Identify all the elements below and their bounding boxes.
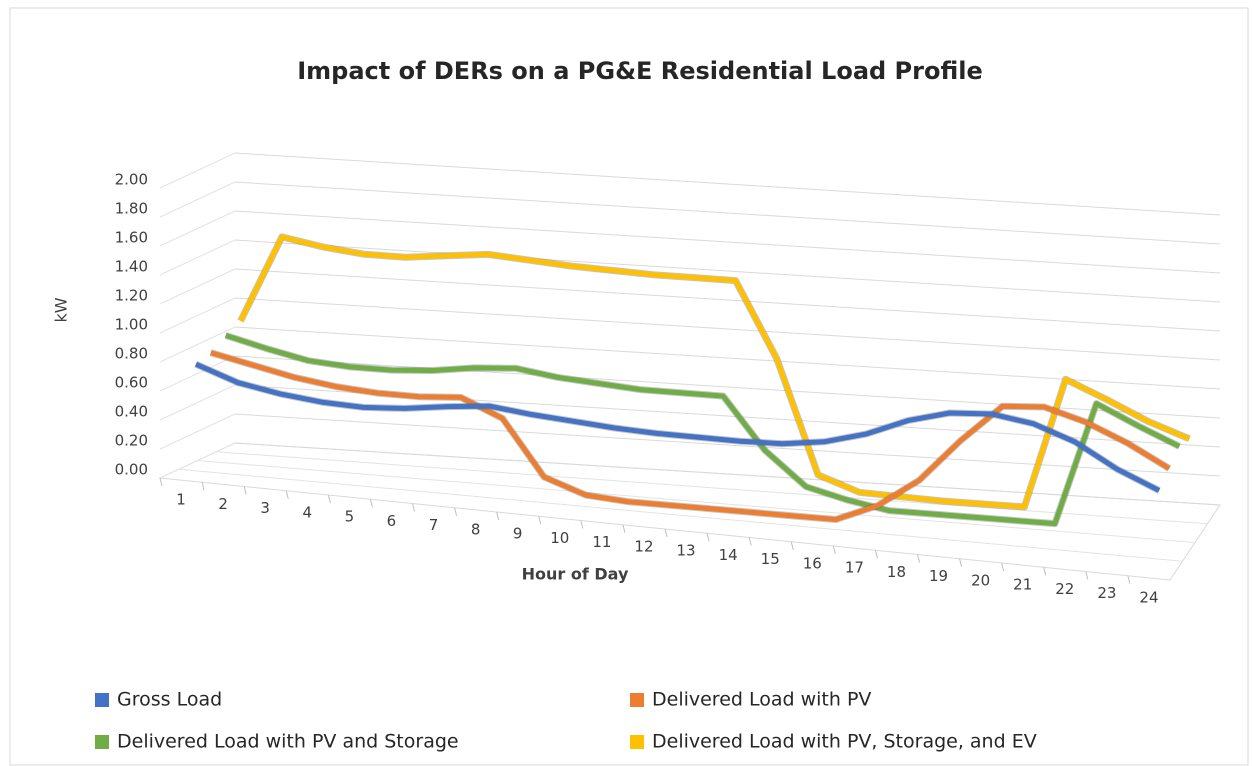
y-tick-label: 0.60 [115, 374, 148, 392]
y-tick-label: 0.40 [115, 403, 148, 421]
y-tick-label: 0.80 [115, 345, 148, 363]
x-tick-label: 20 [971, 571, 990, 589]
x-tick [1001, 562, 1005, 572]
x-tick [874, 550, 878, 559]
x-tick [832, 545, 836, 555]
x-tick-label: 17 [845, 559, 864, 577]
legend-swatch [630, 693, 644, 707]
side-grid-line [159, 210, 236, 247]
x-tick [580, 520, 584, 529]
x-tick-label: 18 [887, 563, 906, 581]
x-tick-label: 8 [471, 520, 481, 538]
grid-line [234, 181, 1221, 245]
series-line [238, 234, 1191, 510]
x-tick [664, 528, 668, 538]
y-tick-label: 1.20 [115, 287, 148, 305]
legend-swatch [95, 735, 109, 749]
y-tick-label: 1.80 [115, 200, 148, 218]
series-line [194, 361, 1161, 493]
legend-label: Delivered Load with PV, Storage, and EV [652, 731, 1037, 753]
x-tick-label: 12 [634, 537, 653, 555]
side-grid-line [159, 297, 236, 334]
side-grid-line [159, 152, 236, 189]
x-tick [412, 503, 415, 512]
x-tick [790, 541, 794, 550]
y-tick-label: 0.20 [115, 432, 148, 450]
x-tick [285, 490, 289, 499]
floor-line [178, 468, 1183, 562]
grid-line [234, 326, 1221, 390]
x-tick-label: 24 [1139, 588, 1158, 606]
grid-line [234, 268, 1221, 332]
x-tick-label: 14 [719, 546, 738, 564]
grid-line [234, 210, 1221, 274]
y-axis-title: kW [52, 297, 71, 322]
x-tick [1043, 567, 1047, 576]
x-tick [706, 533, 710, 542]
x-tick [917, 554, 920, 563]
x-tick-label: 23 [1097, 584, 1116, 602]
x-tick [959, 558, 963, 567]
side-grid-line [159, 355, 236, 392]
side-grid-line [159, 181, 236, 218]
x-tick [1127, 575, 1131, 584]
grid-line [234, 413, 1221, 477]
x-tick [159, 477, 163, 487]
grid-line [234, 442, 1221, 506]
side-grid-line [159, 413, 236, 450]
legend-swatch [630, 735, 644, 749]
y-tick-label: 1.60 [115, 229, 148, 247]
legend-label: Delivered Load with PV [652, 689, 871, 711]
floor-line [197, 460, 1196, 543]
x-tick-label: 9 [513, 525, 523, 543]
x-tick-label: 11 [592, 533, 611, 551]
x-tick [1085, 571, 1089, 580]
x-tick-label: 3 [260, 499, 270, 517]
y-tick-label: 1.00 [115, 316, 148, 334]
x-tick-label: 21 [1013, 576, 1032, 594]
x-tick-label: 7 [429, 516, 439, 534]
x-tick-label: 13 [676, 542, 695, 560]
floor-line [216, 451, 1208, 525]
series-line [210, 350, 1171, 522]
grid-line [234, 297, 1221, 361]
side-grid-line [159, 239, 236, 276]
series-line [224, 333, 1181, 527]
side-grid-line [159, 442, 236, 479]
grid-line [234, 152, 1221, 216]
x-tick-label: 1 [176, 491, 186, 509]
x-tick-label: 5 [345, 508, 355, 526]
legend-label: Delivered Load with PV and Storage [117, 731, 459, 753]
x-tick-label: 2 [218, 495, 228, 513]
y-tick-label: 1.40 [115, 258, 148, 276]
x-tick-label: 16 [803, 554, 822, 572]
grid-line [234, 239, 1221, 303]
x-tick [622, 524, 626, 533]
x-tick [538, 516, 542, 525]
x-tick-label: 15 [761, 550, 780, 568]
y-tick-label: 0.00 [115, 461, 148, 479]
side-grid-line [159, 326, 236, 363]
x-tick-label: 22 [1055, 580, 1074, 598]
x-tick [201, 482, 205, 491]
legend-label: Gross Load [117, 689, 222, 711]
legend-swatch [95, 693, 109, 707]
side-grid-line [159, 268, 236, 305]
x-tick-label: 19 [929, 567, 948, 585]
x-tick [454, 507, 458, 516]
y-tick-label: 2.00 [115, 171, 148, 189]
x-tick-label: 6 [387, 512, 397, 530]
x-tick-label: 10 [550, 529, 569, 547]
x-tick [748, 537, 752, 546]
chart-title: Impact of DERs on a PG&E Residential Loa… [297, 57, 983, 85]
x-axis-title: Hour of Day [522, 565, 629, 584]
x-tick-label: 4 [303, 503, 313, 521]
x-tick [496, 511, 500, 521]
x-tick [243, 486, 247, 495]
x-tick [327, 494, 331, 504]
side-grid-line [159, 384, 236, 421]
x-tick [369, 499, 373, 508]
